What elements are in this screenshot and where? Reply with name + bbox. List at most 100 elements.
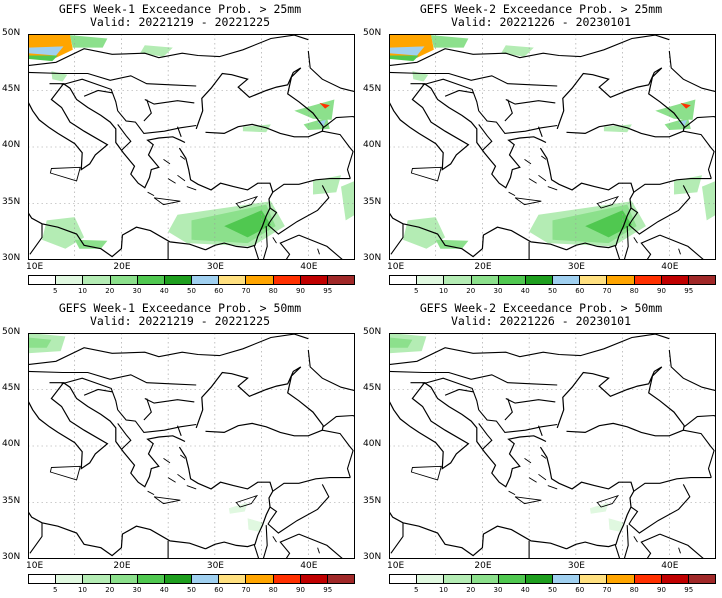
map-panel-1: GEFS Week-1 Exceedance Prob. > 25mm Valid…: [0, 0, 360, 299]
country-border: [628, 484, 691, 534]
panel-valid-dates: Valid: 20221226 - 20230101: [450, 314, 631, 328]
country-border: [267, 185, 330, 235]
colorbar-segment: [327, 575, 355, 583]
country-border: [504, 398, 513, 421]
country-border: [117, 423, 132, 450]
lon-tick-label: 40E: [300, 561, 318, 571]
lat-tick-label: 40N: [363, 439, 382, 449]
colorbar-label: 20: [105, 586, 115, 594]
coastline: [389, 212, 567, 258]
island: [541, 454, 547, 459]
colorbar-segment: [471, 575, 499, 583]
lon-tick-label: 20E: [474, 561, 492, 571]
coastline: [389, 83, 470, 171]
lat-tick-label: 30N: [363, 552, 382, 562]
country-border: [307, 50, 355, 93]
coastline: [539, 446, 635, 550]
colorbar-segment: [444, 276, 472, 284]
country-border: [668, 349, 716, 392]
lon-tick-label: 20E: [113, 561, 131, 571]
colorbar-label: 50: [548, 586, 557, 594]
country-border: [143, 398, 152, 421]
island: [177, 174, 186, 182]
colorbar-segment: [553, 276, 581, 284]
country-border: [117, 124, 132, 151]
colorbar-label: 80: [268, 586, 278, 594]
colorbar-segment: [219, 575, 247, 583]
lon-tick-label: 10E: [26, 262, 44, 272]
lon-tick-label: 20E: [474, 262, 492, 272]
probability-area-1: [28, 46, 64, 56]
lon-tick-label: 10E: [26, 561, 44, 571]
island: [153, 496, 181, 505]
map-panel-4: GEFS Week-2 Exceedance Prob. > 50mm Valid…: [361, 299, 721, 598]
lon-tick-label: 10E: [387, 262, 405, 272]
country-border: [144, 99, 195, 105]
colorbar-segment: [110, 575, 138, 583]
lat-tick-label: 30N: [2, 253, 21, 263]
probability-area-3: [431, 35, 469, 48]
country-border: [659, 234, 705, 260]
coastline: [424, 382, 547, 488]
island: [541, 155, 547, 160]
colorbar-label: 30: [132, 586, 142, 594]
country-border: [253, 245, 260, 260]
probability-area-14: [42, 217, 85, 249]
country-border: [422, 78, 558, 134]
island: [167, 178, 176, 184]
probability-area-2: [228, 502, 248, 514]
lat-tick-label: 40N: [2, 140, 21, 150]
coastline: [28, 83, 109, 171]
colorbar-segment: [83, 575, 111, 583]
country-border: [668, 50, 716, 93]
island: [508, 191, 516, 196]
island: [49, 166, 81, 182]
coastline: [424, 83, 547, 189]
lon-tick-label: 30E: [567, 561, 585, 571]
map-panel-3: GEFS Week-1 Exceedance Prob. > 50mm Valid…: [0, 299, 360, 598]
probability-area-15: [74, 239, 108, 249]
country-border: [83, 89, 113, 97]
country-border: [628, 185, 691, 235]
probability-area-13: [224, 210, 271, 238]
country-border: [29, 223, 43, 255]
colorbar-segment: [580, 276, 608, 284]
lon-tick-label: 30E: [567, 262, 585, 272]
lat-tick-label: 30N: [2, 552, 21, 562]
lat-tick-label: 30N: [363, 253, 382, 263]
country-border: [389, 370, 558, 386]
colorbar-label: 5: [414, 586, 419, 594]
country-border: [61, 377, 197, 433]
probability-area-1: [389, 337, 413, 348]
country-border: [683, 429, 715, 478]
island: [272, 237, 277, 244]
probability-area-16: [313, 175, 341, 195]
probability-area-7: [680, 102, 691, 109]
colorbar-segment: [498, 276, 526, 284]
island: [678, 547, 681, 554]
country-border: [143, 99, 152, 122]
probability-area-1: [28, 337, 52, 348]
colorbar-segment: [56, 276, 84, 284]
map-area: [28, 333, 355, 559]
lon-tick-label: 10E: [387, 561, 405, 571]
colorbar-segment: [56, 575, 84, 583]
lat-tick-label: 45N: [363, 84, 382, 94]
colorbar-segment: [246, 276, 274, 284]
country-border: [322, 414, 355, 428]
colorbar-label: 95: [684, 287, 694, 295]
country-border: [267, 484, 330, 534]
coastline: [389, 511, 567, 557]
colorbar: [28, 275, 355, 285]
colorbar-segment: [634, 575, 662, 583]
colorbar-label: 90: [296, 586, 305, 594]
island: [49, 465, 81, 481]
colorbar-label: 40: [159, 287, 169, 295]
colorbar-label: 50: [187, 586, 196, 594]
colorbar-label: 30: [493, 287, 503, 295]
lon-tick-label: 30E: [206, 262, 224, 272]
lat-tick-label: 40N: [363, 140, 382, 150]
panel-valid-dates: Valid: 20221219 - 20221225: [89, 15, 270, 29]
country-border: [504, 99, 513, 122]
map-frame: [389, 333, 716, 559]
